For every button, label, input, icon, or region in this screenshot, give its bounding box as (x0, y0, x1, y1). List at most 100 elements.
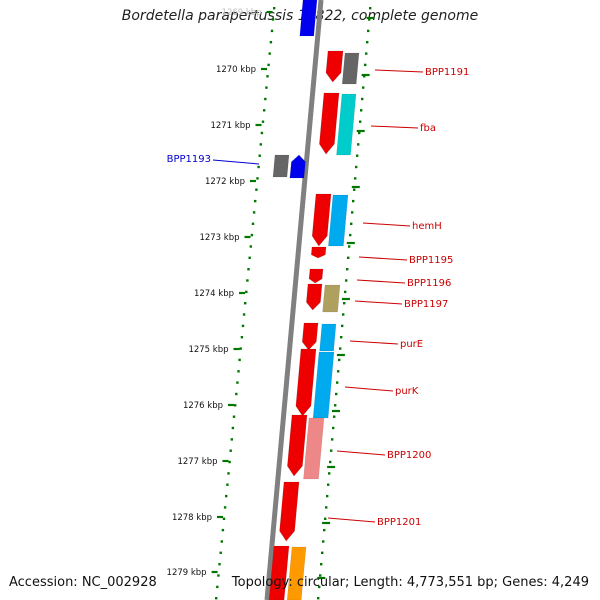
gene-label[interactable]: BPP1193 (167, 154, 211, 165)
ruler-dot-left (236, 381, 239, 384)
backbone (264, 0, 324, 600)
gene-label[interactable]: BPP1201 (377, 517, 421, 528)
ruler-dot-right (348, 245, 351, 248)
gene-feature-hemh-red (311, 193, 332, 247)
gene-feature-blue (299, 0, 318, 37)
gene-feature-bpp1195 (310, 246, 327, 259)
ruler-dot-left (230, 438, 233, 441)
gene-feature-bpp1200-pink (303, 417, 325, 480)
ruler-dot-left (235, 392, 238, 396)
ruler-dot-right (351, 211, 354, 214)
gene-labels: BPP1191 fba BPP1193 hemH BPP1195 BPP1196 BPP11… (167, 67, 470, 528)
ruler-dot-left (252, 211, 256, 214)
ruler-dot-left (237, 370, 240, 373)
ruler-dot-left (231, 426, 235, 430)
ruler-dot-right (356, 154, 359, 157)
ruler-dot-right (318, 585, 321, 589)
ruler-dot-left (221, 528, 225, 532)
ruler-dot-right (323, 528, 326, 532)
ruler-dot-right (322, 540, 325, 543)
gene-feature-purk-red (295, 348, 317, 417)
ruler-dot-left (217, 574, 220, 577)
gene-label-leader (327, 517, 376, 523)
ruler-dot-right (362, 86, 365, 89)
ruler-dot-left (259, 143, 262, 146)
ruler-dot-left (263, 109, 266, 112)
ruler-dot-right (329, 460, 332, 464)
ruler-tick-label: 1273 kbp (199, 233, 239, 243)
accession-text: Accession: NC_002928 (9, 575, 157, 590)
ruler-dot-right (343, 302, 346, 305)
gene-feature-bpp1191-red (325, 50, 344, 83)
gene-feature-bpp1201 (279, 481, 300, 542)
gene-feature-fba-cyan (336, 93, 357, 156)
ruler-dot-left (238, 358, 241, 362)
ruler-dot-right (340, 336, 343, 339)
ruler-dot-left (240, 336, 244, 339)
ruler-dot-right (365, 52, 368, 55)
gene-features (268, 0, 360, 600)
ruler-dot-left (265, 86, 268, 89)
ruler-tick-label: 1271 kbp (210, 121, 250, 131)
ruler-dot-right (320, 563, 323, 566)
gene-label[interactable]: hemH (412, 221, 442, 232)
gene-label-leader (358, 256, 408, 261)
ruler-dot-left (266, 75, 269, 78)
ruler-dot-left (269, 41, 273, 44)
ruler-dot-left (245, 290, 248, 294)
ruler-dot-right (355, 165, 358, 169)
ruler-dot-right (325, 506, 328, 509)
ruler-tick-label: 1272 kbp (205, 177, 245, 187)
ruler-dot-right (336, 381, 339, 384)
ruler-dot-left (228, 460, 231, 464)
gene-feature-bottom-red (268, 545, 290, 600)
ruler-dot-right (347, 256, 350, 259)
gene-label[interactable]: BPP1191 (425, 67, 469, 78)
ruler-dot-left (258, 154, 261, 157)
gene-label-leader (362, 222, 411, 227)
gene-label[interactable]: purE (400, 339, 423, 350)
gene-label[interactable]: BPP1200 (387, 450, 431, 461)
ruler-dot-left (246, 279, 249, 282)
ruler-dot-right (367, 29, 370, 33)
ruler-dot-left (270, 29, 274, 33)
ruler-tick-label: 1279 kbp (167, 568, 207, 578)
gene-label[interactable]: BPP1196 (407, 278, 451, 289)
ruler-dot-left (257, 165, 260, 169)
ruler-dot-right (341, 324, 344, 328)
ruler-dot-right (338, 358, 341, 362)
gene-label-leader (370, 125, 419, 129)
ruler-ticks: 1269 kbp 1270 kbp 1271 kbp 1272 kbp 1273 kbp… (167, 8, 375, 580)
ruler-dot-right (352, 199, 355, 203)
ruler-dot-left (232, 415, 236, 418)
ruler-dot-left (227, 472, 230, 475)
gene-label-leader (354, 300, 403, 305)
ruler-dot-right (328, 472, 331, 475)
ruler-dot-left (273, 7, 276, 10)
ruler-dot-right (334, 404, 337, 407)
ruler-dot-left (267, 63, 270, 67)
ruler-tick-label: 1270 kbp (216, 65, 256, 75)
ruler-dot-right (321, 551, 324, 554)
ruler-dot-right (344, 290, 347, 294)
ruler-dot-right (363, 75, 366, 78)
ruler-dot-right (357, 143, 360, 146)
gene-label[interactable]: fba (420, 123, 436, 134)
ruler-dot-right (327, 483, 330, 486)
ruler-dot-right (361, 97, 364, 101)
ruler-dot-right (319, 574, 322, 577)
ruler-dot-right (359, 120, 362, 123)
ruler-dot-right (332, 426, 335, 430)
gene-label[interactable]: BPP1197 (404, 299, 448, 310)
ruler-dot-left (242, 313, 246, 316)
ruler-dot-left (223, 506, 227, 509)
ruler-dot-right (331, 438, 334, 441)
gene-label[interactable]: BPP1195 (409, 255, 453, 266)
ruler-dot-left (216, 585, 219, 589)
ruler-dot-right (354, 177, 357, 180)
ruler-dot-left (261, 120, 265, 123)
ruler-dot-right (339, 347, 342, 350)
ruler-dot-right (324, 517, 327, 520)
gene-label[interactable]: purK (395, 386, 419, 397)
